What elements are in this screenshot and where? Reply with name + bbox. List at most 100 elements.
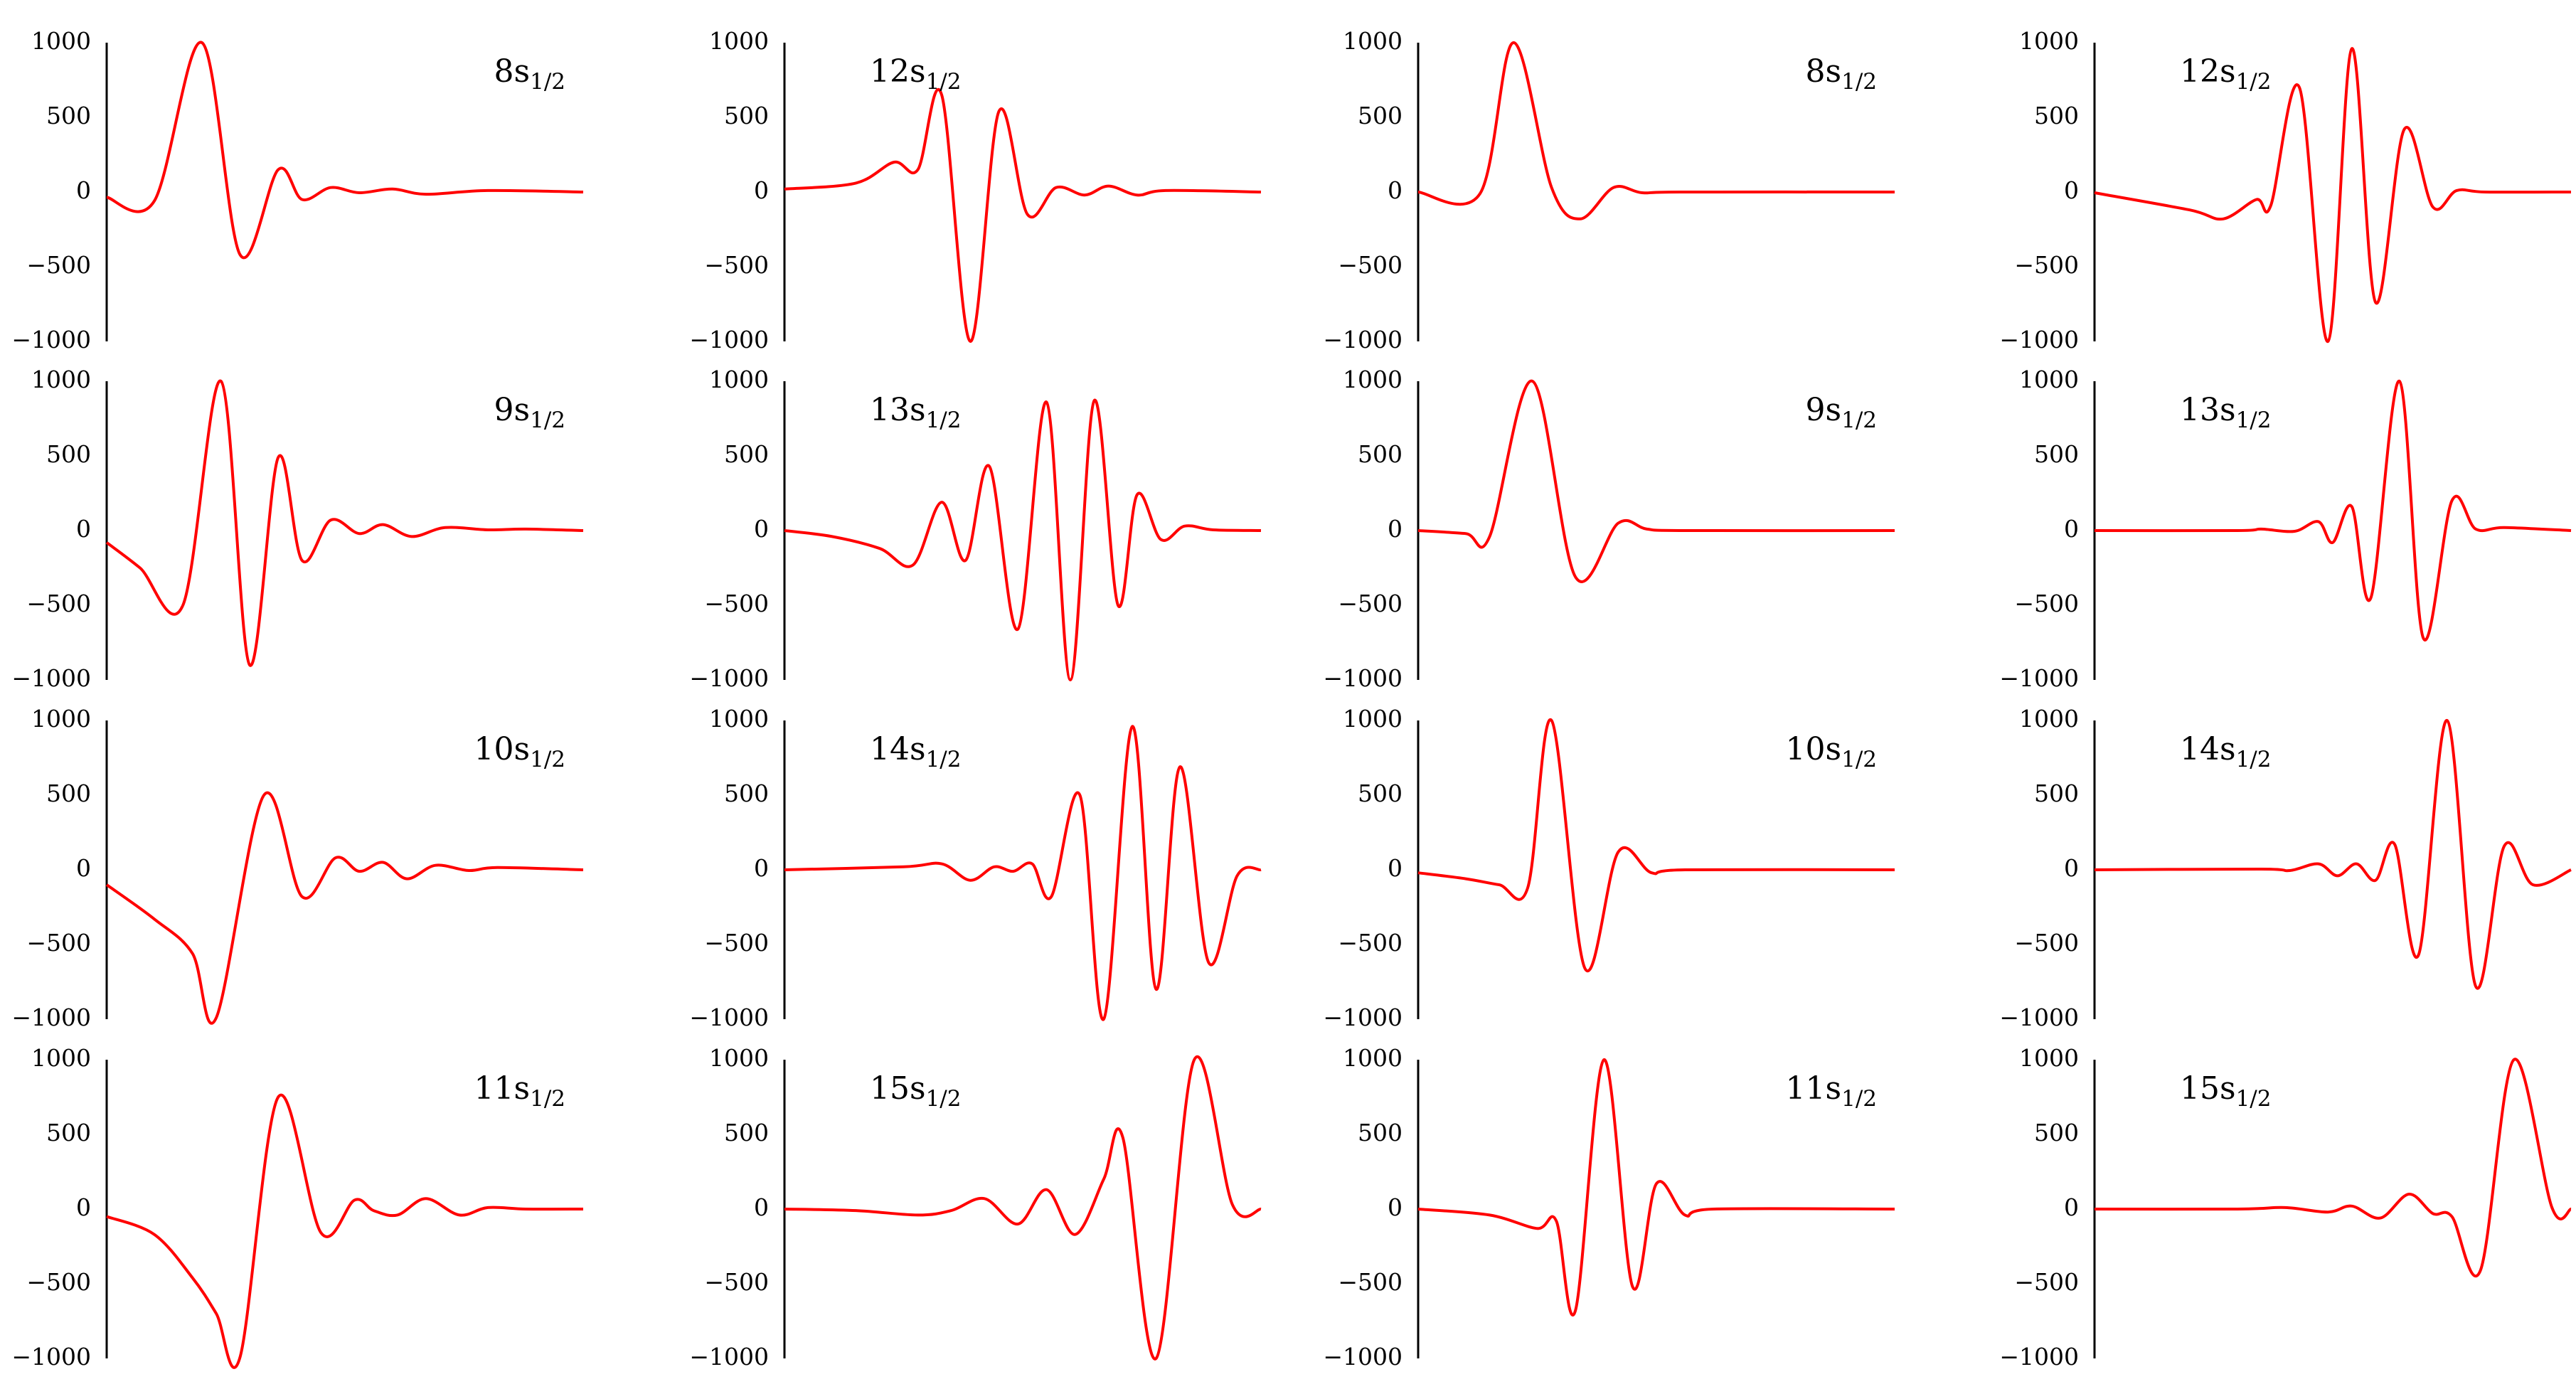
panel-label: 11s1/2 <box>474 1070 565 1112</box>
panel-label: 10s1/2 <box>474 731 565 772</box>
panel-2-3: 1000 500 0 −500 −1000 14s1/2 <box>1999 705 2572 1031</box>
y-tick-label: −500 <box>1338 251 1403 279</box>
panel-2-2: 1000 500 0 −500 −1000 10s1/2 <box>1323 705 1895 1031</box>
y-tick-label: 500 <box>46 1119 91 1146</box>
y-tick-label: −1000 <box>1323 664 1403 692</box>
panel-3-2: 1000 500 0 −500 −1000 11s1/2 <box>1323 1044 1895 1371</box>
y-tick-label: 500 <box>1358 440 1403 468</box>
y-tick-label: 500 <box>724 440 769 468</box>
waveform-line <box>2094 718 2572 990</box>
y-tick-label: 1000 <box>31 27 91 55</box>
waveform-line <box>106 1093 584 1369</box>
panel-3-3: 1000 500 0 −500 −1000 15s1/2 <box>1999 1044 2572 1371</box>
y-tick-label: −1000 <box>11 326 91 353</box>
panel-1-0: 1000 500 0 −500 −1000 9s1/2 <box>11 366 584 692</box>
y-tick-label: −500 <box>26 1268 91 1296</box>
waveform-line <box>1417 1058 1895 1316</box>
y-tick-label: −500 <box>704 251 769 279</box>
y-tick-label: −1000 <box>1323 1343 1403 1371</box>
y-tick-label: −500 <box>704 590 769 617</box>
waveform-line <box>1417 718 1895 973</box>
waveform-line <box>105 379 584 667</box>
panel-label: 15s1/2 <box>870 1070 961 1112</box>
y-tick-label: −1000 <box>1323 326 1403 353</box>
waveform-line <box>106 41 584 260</box>
y-tick-label: −1000 <box>689 1343 769 1371</box>
panel-label: 8s1/2 <box>1806 53 1877 95</box>
y-tick-label: −1000 <box>1323 1004 1403 1031</box>
y-tick-label: −1000 <box>11 664 91 692</box>
y-tick-label: −1000 <box>1999 1343 2079 1371</box>
panel-0-3: 1000 500 0 −500 −1000 12s1/2 <box>1999 27 2572 353</box>
waveform-line <box>1417 41 1895 220</box>
panel-1-3: 1000 500 0 −500 −1000 13s1/2 <box>1999 366 2572 692</box>
waveform-line <box>105 791 584 1025</box>
y-tick-label: 0 <box>754 515 769 543</box>
panel-label: 12s1/2 <box>870 53 961 95</box>
waveform-line <box>2094 379 2572 642</box>
y-tick-label: 500 <box>2034 1119 2079 1146</box>
y-tick-label: 500 <box>724 779 769 807</box>
y-tick-label: 500 <box>2034 102 2079 129</box>
y-tick-label: 1000 <box>31 366 91 393</box>
y-tick-label: 1000 <box>31 1044 91 1072</box>
y-tick-label: −1000 <box>11 1343 91 1371</box>
y-tick-label: 1000 <box>2019 366 2079 393</box>
panel-0-1: 1000 500 0 −500 −1000 12s1/2 <box>689 27 1262 353</box>
y-tick-label: 1000 <box>2019 27 2079 55</box>
y-tick-label: 0 <box>754 854 769 882</box>
panel-label: 8s1/2 <box>494 53 565 95</box>
y-tick-label: 500 <box>1358 779 1403 807</box>
y-tick-label: −500 <box>26 590 91 617</box>
y-tick-label: 0 <box>1388 854 1403 882</box>
y-tick-label: 0 <box>2064 515 2079 543</box>
y-tick-label: −1000 <box>689 664 769 692</box>
y-tick-label: 500 <box>724 1119 769 1146</box>
panel-2-1: 1000 500 0 −500 −1000 14s1/2 <box>689 705 1262 1031</box>
waveform-line <box>2094 47 2572 344</box>
y-tick-label: 0 <box>76 515 91 543</box>
y-tick-label: −500 <box>704 1268 769 1296</box>
panel-label: 15s1/2 <box>2180 1070 2271 1112</box>
y-tick-label: 1000 <box>709 1044 769 1072</box>
waveform-line <box>1417 379 1895 583</box>
y-tick-label: −500 <box>2014 929 2079 957</box>
y-tick-label: 0 <box>1388 176 1403 204</box>
y-tick-label: 1000 <box>709 366 769 393</box>
y-tick-label: −1000 <box>11 1004 91 1031</box>
y-tick-label: −500 <box>2014 251 2079 279</box>
panel-label: 9s1/2 <box>1806 392 1877 433</box>
y-tick-label: −500 <box>26 251 91 279</box>
waveform-line <box>784 398 1262 682</box>
y-tick-label: 1000 <box>709 27 769 55</box>
y-tick-label: −1000 <box>1999 1004 2079 1031</box>
y-tick-label: 500 <box>46 440 91 468</box>
y-tick-label: 0 <box>2064 1193 2079 1221</box>
panel-label: 14s1/2 <box>870 731 961 772</box>
y-tick-label: 0 <box>1388 515 1403 543</box>
y-tick-label: 0 <box>76 176 91 204</box>
y-tick-label: −1000 <box>1999 326 2079 353</box>
y-tick-label: 1000 <box>1343 27 1403 55</box>
y-tick-label: 0 <box>754 1193 769 1221</box>
y-tick-label: 1000 <box>709 705 769 733</box>
y-tick-label: 500 <box>46 779 91 807</box>
y-tick-label: −1000 <box>689 326 769 353</box>
panel-label: 10s1/2 <box>1786 731 1877 772</box>
y-tick-label: 500 <box>2034 440 2079 468</box>
y-tick-label: 0 <box>2064 854 2079 882</box>
y-tick-label: −500 <box>704 929 769 957</box>
y-tick-label: −500 <box>1338 590 1403 617</box>
y-tick-label: 1000 <box>1343 705 1403 733</box>
y-tick-label: 500 <box>1358 102 1403 129</box>
panel-0-2: 1000 500 0 −500 −1000 8s1/2 <box>1323 27 1895 353</box>
panel-3-1: 1000 500 0 −500 −1000 15s1/2 <box>689 1044 1262 1371</box>
panel-label: 9s1/2 <box>494 392 565 433</box>
panel-3-0: 1000 500 0 −500 −1000 11s1/2 <box>11 1044 584 1371</box>
y-tick-label: −500 <box>26 929 91 957</box>
y-tick-label: 1000 <box>31 705 91 733</box>
y-tick-label: 0 <box>1388 1193 1403 1221</box>
waveform-line <box>2094 1058 2572 1278</box>
y-tick-label: 0 <box>76 854 91 882</box>
